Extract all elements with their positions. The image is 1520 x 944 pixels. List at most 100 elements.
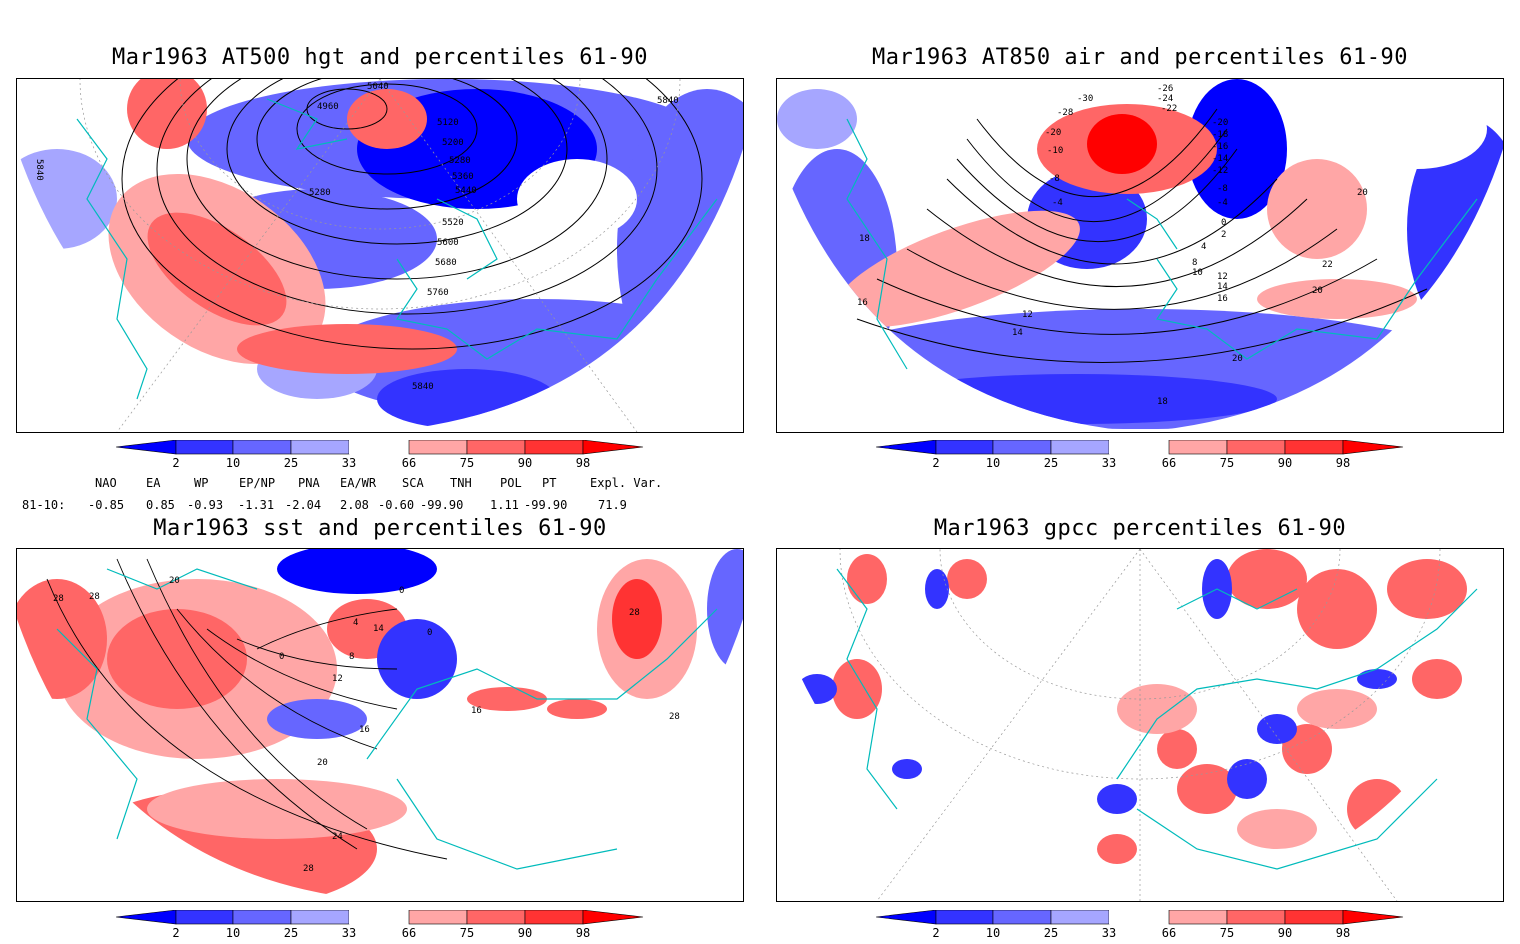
map-gpcc-panel bbox=[776, 548, 1504, 902]
panel-title-gpcc: Mar1963 gpcc percentiles 61-90 bbox=[933, 516, 1347, 541]
svg-text:-20: -20 bbox=[1045, 128, 1061, 138]
svg-text:-8: -8 bbox=[1217, 184, 1228, 194]
svg-text:24: 24 bbox=[332, 832, 343, 842]
svg-text:-18: -18 bbox=[1212, 130, 1228, 140]
svg-text:16: 16 bbox=[471, 706, 482, 716]
index-value-epnp: -1.31 bbox=[238, 498, 275, 512]
svg-text:5280: 5280 bbox=[449, 156, 471, 166]
svg-text:-28: -28 bbox=[1057, 108, 1073, 118]
index-value-pt: -99.90 bbox=[524, 498, 568, 512]
svg-text:28: 28 bbox=[629, 608, 640, 618]
index-header-pol: POL bbox=[500, 476, 522, 490]
svg-text:5680: 5680 bbox=[435, 258, 457, 268]
colorbar-gpcc: 2 10 25 33 66 75 90 98 bbox=[876, 910, 1406, 944]
map-air-panel: -26 -24 -22 -30 -28 -20 -10 -8 -4 -20 -1… bbox=[776, 78, 1504, 433]
svg-text:-30: -30 bbox=[1077, 94, 1093, 104]
svg-text:-24: -24 bbox=[1157, 94, 1173, 104]
svg-text:0: 0 bbox=[399, 586, 404, 596]
svg-text:-26: -26 bbox=[1157, 84, 1173, 94]
svg-text:4960: 4960 bbox=[317, 102, 339, 112]
index-header-pt: PT bbox=[542, 476, 557, 490]
svg-text:28: 28 bbox=[53, 594, 64, 604]
svg-text:5600: 5600 bbox=[437, 238, 459, 248]
svg-text:16: 16 bbox=[359, 725, 370, 735]
svg-text:-16: -16 bbox=[1212, 142, 1228, 152]
svg-text:-4: -4 bbox=[1052, 198, 1063, 208]
svg-text:4: 4 bbox=[353, 618, 358, 628]
svg-text:14: 14 bbox=[1012, 328, 1023, 338]
svg-text:28: 28 bbox=[89, 592, 100, 602]
index-header-epnp: EP/NP bbox=[239, 476, 276, 490]
svg-text:5760: 5760 bbox=[427, 288, 449, 298]
svg-text:5040: 5040 bbox=[367, 82, 389, 92]
svg-text:-12: -12 bbox=[1212, 166, 1228, 176]
svg-text:5840: 5840 bbox=[34, 159, 44, 181]
svg-text:0: 0 bbox=[1221, 218, 1226, 228]
svg-text:14: 14 bbox=[373, 624, 384, 634]
svg-text:2: 2 bbox=[1221, 230, 1226, 240]
index-value-nao: -0.85 bbox=[88, 498, 125, 512]
svg-text:5520: 5520 bbox=[442, 218, 464, 228]
svg-text:12: 12 bbox=[1022, 310, 1033, 320]
svg-text:16: 16 bbox=[857, 298, 868, 308]
svg-text:8: 8 bbox=[349, 652, 354, 662]
svg-text:5120: 5120 bbox=[437, 118, 459, 128]
svg-text:22: 22 bbox=[1322, 260, 1333, 270]
index-value-wp: -0.93 bbox=[187, 498, 224, 512]
svg-text:5440: 5440 bbox=[455, 186, 477, 196]
svg-text:0: 0 bbox=[279, 652, 284, 662]
svg-text:4: 4 bbox=[1201, 242, 1206, 252]
index-header-eawr: EA/WR bbox=[340, 476, 377, 490]
index-value-tnh: -99.90 bbox=[420, 498, 464, 512]
index-value-ea: 0.85 bbox=[146, 498, 175, 512]
svg-text:18: 18 bbox=[859, 234, 870, 244]
svg-text:-4: -4 bbox=[1217, 198, 1228, 208]
colorbar-hgt: 2 10 25 33 66 75 90 98 bbox=[116, 440, 646, 474]
svg-text:-8: -8 bbox=[1049, 174, 1060, 184]
svg-text:28: 28 bbox=[669, 712, 680, 722]
svg-text:-22: -22 bbox=[1161, 104, 1177, 114]
svg-text:20: 20 bbox=[1357, 188, 1368, 198]
panel-title-sst: Mar1963 sst and percentiles 61-90 bbox=[153, 516, 607, 541]
map-sst-panel: 28 28 20 0 4 8 12 16 20 24 28 14 0 0 16 … bbox=[16, 548, 744, 902]
index-header-sca: SCA bbox=[402, 476, 424, 490]
svg-text:-14: -14 bbox=[1212, 154, 1228, 164]
svg-text:20: 20 bbox=[169, 576, 180, 586]
index-header-explvar: Expl. Var. bbox=[590, 476, 663, 490]
index-value-sca: -0.60 bbox=[378, 498, 415, 512]
svg-text:5840: 5840 bbox=[657, 96, 679, 106]
index-header-pna: PNA bbox=[298, 476, 320, 490]
index-header-ea: EA bbox=[146, 476, 161, 490]
svg-text:28: 28 bbox=[303, 864, 314, 874]
svg-text:12: 12 bbox=[1217, 272, 1228, 282]
index-header-wp: WP bbox=[194, 476, 209, 490]
index-row-label: 81-10: bbox=[22, 498, 66, 512]
svg-text:5280: 5280 bbox=[309, 188, 331, 198]
svg-text:12: 12 bbox=[332, 674, 343, 684]
svg-text:20: 20 bbox=[1312, 286, 1323, 296]
svg-text:0: 0 bbox=[427, 628, 432, 638]
svg-text:18: 18 bbox=[1157, 397, 1168, 407]
panel-title-air: Mar1963 AT850 air and percentiles 61-90 bbox=[871, 45, 1409, 70]
svg-text:10: 10 bbox=[1192, 268, 1203, 278]
svg-text:5200: 5200 bbox=[442, 138, 464, 148]
index-header-tnh: TNH bbox=[450, 476, 472, 490]
svg-text:5840: 5840 bbox=[412, 382, 434, 392]
svg-text:20: 20 bbox=[1232, 354, 1243, 364]
svg-text:-20: -20 bbox=[1212, 118, 1228, 128]
panel-title-hgt: Mar1963 AT500 hgt and percentiles 61-90 bbox=[111, 45, 649, 70]
index-value-explvar: 71.9 bbox=[598, 498, 627, 512]
index-value-pna: -2.04 bbox=[285, 498, 322, 512]
index-value-pol: 1.11 bbox=[490, 498, 519, 512]
index-header-nao: NAO bbox=[95, 476, 117, 490]
index-value-eawr: 2.08 bbox=[340, 498, 369, 512]
map-hgt-panel: 4960 5040 5120 5200 5280 5360 5440 5520 … bbox=[16, 78, 744, 433]
colorbar-sst: 2 10 25 33 66 75 90 98 bbox=[116, 910, 646, 944]
svg-text:14: 14 bbox=[1217, 282, 1228, 292]
svg-text:8: 8 bbox=[1192, 258, 1197, 268]
svg-text:20: 20 bbox=[317, 758, 328, 768]
svg-text:16: 16 bbox=[1217, 294, 1228, 304]
svg-text:5360: 5360 bbox=[452, 172, 474, 182]
colorbar-air: 2 10 25 33 66 75 90 98 bbox=[876, 440, 1406, 474]
svg-text:-10: -10 bbox=[1047, 146, 1063, 156]
